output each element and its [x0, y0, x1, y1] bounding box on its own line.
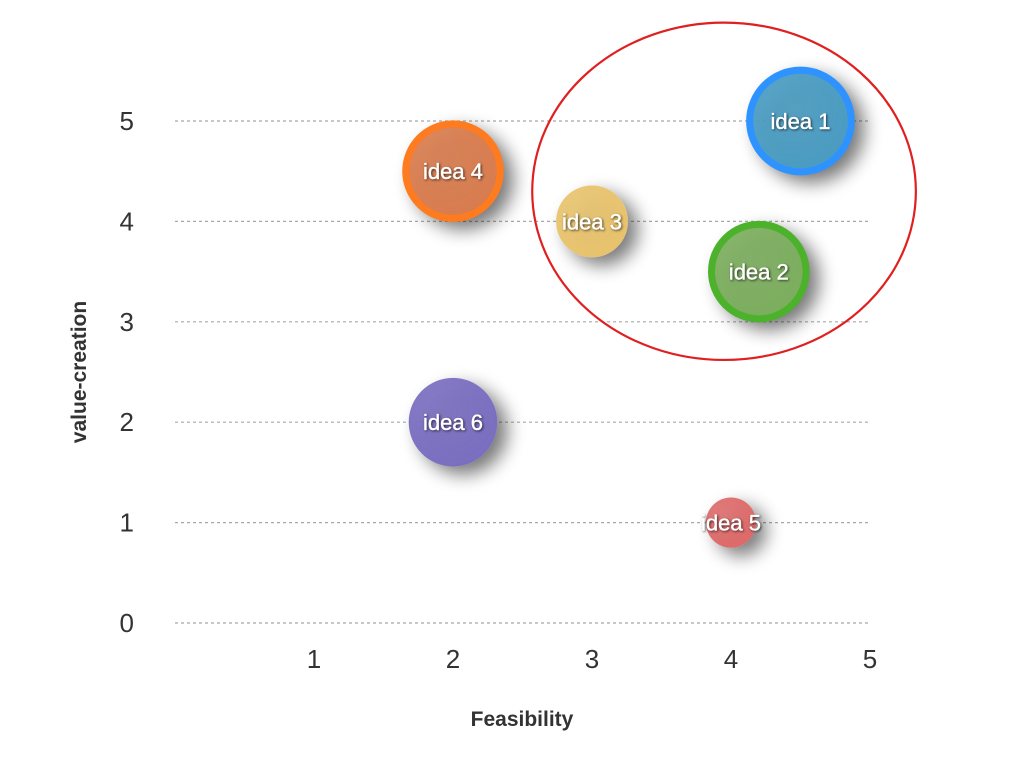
x-tick-label: 5: [863, 644, 877, 674]
bubble-mark: [705, 497, 757, 548]
bubble-idea-6[interactable]: idea 6: [408, 377, 498, 467]
x-tick-label: 4: [724, 644, 738, 674]
y-axis-title: value-creation: [68, 301, 91, 443]
y-tick-label: 5: [120, 106, 134, 136]
bubble-ring: [402, 120, 504, 222]
bubble-ring: [746, 66, 855, 176]
highlight-ellipse: [531, 21, 917, 362]
bubble-idea-3[interactable]: idea 3: [556, 185, 628, 258]
bubble-mark: [708, 221, 810, 322]
y-tick-label: 0: [120, 608, 134, 638]
bubble-label: idea 1: [771, 109, 831, 134]
bubble-mark: [556, 185, 628, 258]
bubble-label: idea 4: [423, 159, 483, 184]
bubble-idea-1[interactable]: idea 1: [746, 66, 855, 176]
y-tick-label: 1: [120, 508, 134, 538]
y-tick-label: 3: [120, 307, 134, 337]
bubble-mark: [402, 120, 504, 222]
y-tick-label: 4: [120, 206, 134, 236]
x-axis-ticks: 1 2 3 4 5: [307, 644, 877, 674]
x-tick-label: 1: [307, 644, 321, 674]
bubble-label: idea 3: [562, 209, 622, 234]
highlight-layer: [531, 21, 917, 362]
bubble-label: idea 2: [729, 260, 789, 285]
bubble-label: idea 6: [423, 410, 483, 435]
x-tick-label: 2: [446, 644, 460, 674]
bubble-ring: [708, 220, 810, 323]
bubble-idea-5[interactable]: idea 5: [701, 497, 761, 548]
x-tick-label: 3: [585, 644, 599, 674]
bubbles: idea 1 idea 2 idea 3 idea 4 idea 5 idea 6: [402, 66, 855, 548]
bubble-mark: [746, 67, 855, 175]
gridlines: [175, 120, 868, 624]
x-axis-title: Feasibility: [471, 708, 574, 731]
bubble-idea-2[interactable]: idea 2: [708, 220, 810, 323]
bubble-mark: [408, 377, 498, 467]
y-axis-ticks: 0 1 2 3 4 5: [120, 106, 134, 638]
y-tick-label: 2: [120, 407, 134, 437]
bubble-idea-4[interactable]: idea 4: [402, 120, 504, 222]
bubble-label: idea 5: [701, 511, 761, 536]
